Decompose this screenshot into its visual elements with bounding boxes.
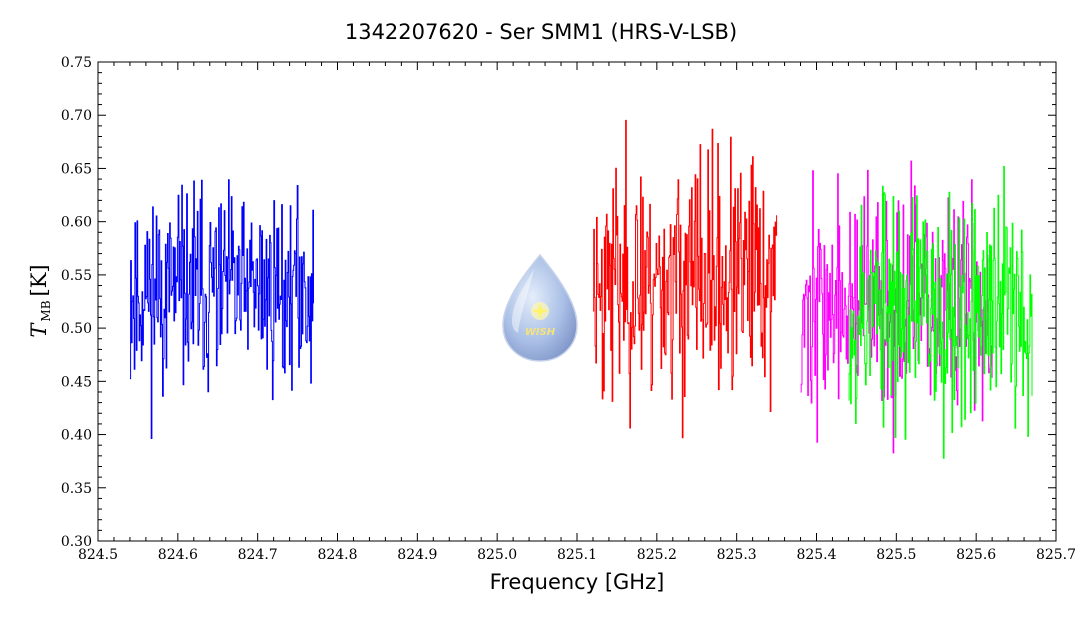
spectrum-series-2: [593, 119, 778, 439]
y-tick-label: 0.40: [61, 428, 92, 444]
spectrum-series-4: [848, 166, 1033, 459]
x-axis: 824.5 824.6 824.7 824.8 824.9 825.0 825.1 825.2…: [78, 62, 1076, 563]
x-tick-label: 824.9: [397, 547, 437, 563]
x-tick-label: 824.8: [317, 547, 357, 563]
y-tick-label: 0.75: [61, 55, 92, 71]
x-tick-label: 824.6: [158, 547, 198, 563]
y-tick-label: 0.55: [61, 268, 92, 284]
x-tick-label: 825.6: [956, 547, 996, 563]
y-axis-label-unit: [K]: [27, 264, 51, 296]
wish-logo: WISH: [502, 253, 578, 362]
chart-title: 1342207620 - Ser SMM1 (HRS-V-LSB): [345, 20, 737, 44]
x-tick-label: 824.7: [238, 547, 278, 563]
logo-text: WISH: [525, 327, 556, 338]
y-tick-label: 0.35: [61, 481, 92, 497]
x-tick-label: 825.2: [637, 547, 677, 563]
star-icon: [531, 302, 549, 320]
x-tick-label: 825.0: [477, 547, 517, 563]
y-tick-label: 0.30: [61, 534, 92, 550]
spectrum-series-1: [129, 179, 314, 439]
y-tick-label: 0.60: [61, 215, 92, 231]
x-axis-label: Frequency [GHz]: [490, 570, 665, 594]
y-axis-label: TMB [K]: [27, 264, 53, 337]
x-tick-label: 825.7: [1036, 547, 1076, 563]
y-tick-label: 0.45: [61, 374, 92, 390]
x-tick-label: 825.1: [557, 547, 597, 563]
y-tick-label: 0.50: [61, 321, 92, 337]
x-tick-label: 825.5: [876, 547, 916, 563]
x-tick-label: 825.3: [717, 547, 757, 563]
drop-highlight: [512, 269, 534, 333]
series-layer: [129, 119, 1033, 459]
y-tick-label: 0.65: [61, 161, 92, 177]
y-axis: 0.30 0.35 0.40 0.45 0.50 0.55 0.60 0.65 0.70 0.75: [61, 55, 1056, 550]
y-axis-label-sub: MB: [39, 300, 53, 321]
spectrum-series-3: [800, 160, 993, 454]
x-tick-label: 824.5: [78, 547, 118, 563]
y-axis-label-main: T: [27, 322, 51, 338]
x-tick-label: 825.4: [796, 547, 836, 563]
y-tick-label: 0.70: [61, 108, 92, 124]
